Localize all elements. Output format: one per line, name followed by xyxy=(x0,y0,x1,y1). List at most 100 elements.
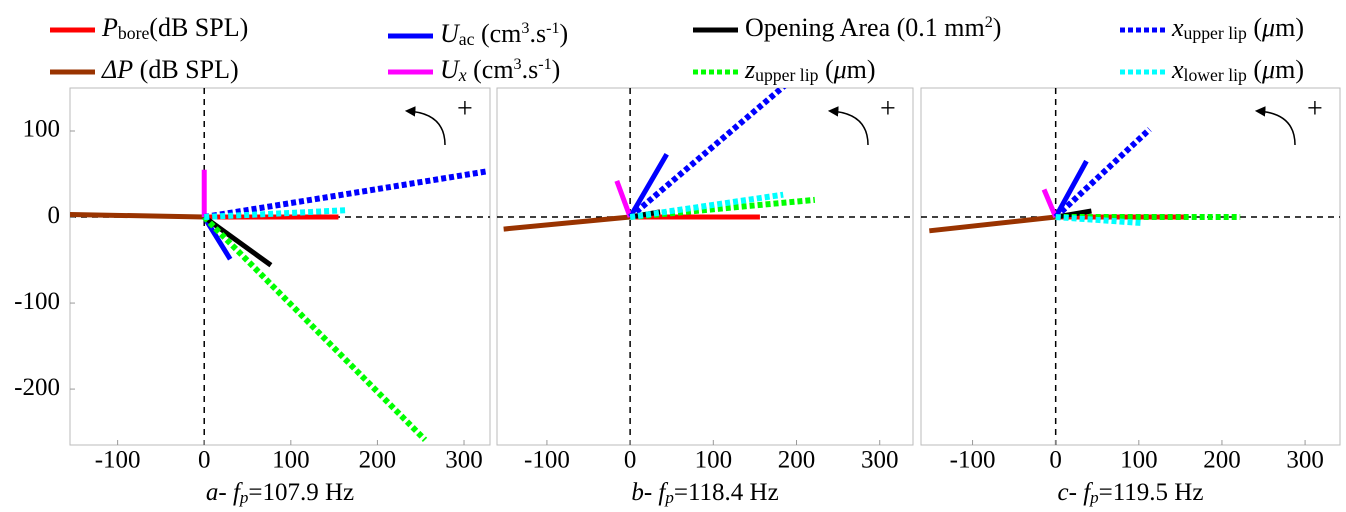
x-tick-label: 300 xyxy=(445,447,483,474)
text-segment: ( xyxy=(1247,13,1262,42)
text-segment: 3 xyxy=(521,20,529,37)
rotation-label: + xyxy=(880,93,896,124)
text-segment: μ xyxy=(1261,55,1275,84)
rotation-label: + xyxy=(457,93,473,124)
phasor-line xyxy=(1053,159,1089,219)
text-segment: upper lip xyxy=(755,65,818,85)
y-tick-label: 0 xyxy=(48,202,61,229)
phasor-line xyxy=(1053,127,1152,220)
text-segment: U xyxy=(440,55,461,84)
phasor-line xyxy=(203,168,488,220)
rich-text: xupper lip (μm) xyxy=(1171,13,1304,43)
phasor-line xyxy=(627,152,669,219)
text-segment: Opening Area (0.1 mm xyxy=(745,13,985,42)
rotation-label: + xyxy=(1307,93,1323,124)
text-segment: .s xyxy=(529,19,546,48)
phasor-line xyxy=(1055,208,1092,220)
text-segment: f xyxy=(1083,479,1093,506)
x-tick-label: -100 xyxy=(95,447,141,474)
rich-text: xlower lip (μm) xyxy=(1171,55,1304,85)
phasor-line xyxy=(202,215,273,268)
text-segment: lower lip xyxy=(1184,65,1247,85)
rich-text: Opening Area (0.1 mm2) xyxy=(745,13,1001,42)
rich-text: Pbore(dB SPL) xyxy=(101,13,248,43)
rich-text: c- fp=119.5 Hz xyxy=(1058,479,1204,507)
text-segment: m) xyxy=(1275,55,1304,84)
text-segment: m) xyxy=(1275,13,1304,42)
text-segment: (dB SPL) xyxy=(149,13,248,42)
text-segment: f xyxy=(233,479,243,506)
rich-text: ΔP (dB SPL) xyxy=(101,55,239,84)
text-segment: x xyxy=(1171,55,1184,84)
text-segment: ac xyxy=(459,29,475,49)
phasor-line xyxy=(614,180,633,218)
text-segment: P xyxy=(101,13,118,42)
rotation-arrow xyxy=(1254,106,1296,146)
rich-text: Uac (cm3.s-1) xyxy=(440,19,568,49)
text-segment: U xyxy=(440,19,461,48)
text-segment: m) xyxy=(847,55,876,84)
rich-text: b- fp=118.4 Hz xyxy=(631,479,778,507)
rotation-arrow xyxy=(827,106,869,146)
text-segment: ( xyxy=(818,55,833,84)
x-tick-label: 0 xyxy=(198,447,211,474)
x-tick-label: 200 xyxy=(1203,447,1241,474)
text-segment: 3 xyxy=(514,56,522,73)
phasor-line xyxy=(628,88,787,220)
text-segment: ) xyxy=(552,55,561,84)
phasor-line xyxy=(70,211,205,220)
text-segment: p xyxy=(1089,488,1099,507)
phasors xyxy=(503,88,816,232)
rich-text: zupper lip (μm) xyxy=(744,55,876,85)
phasor-line xyxy=(503,214,631,232)
plot-frame xyxy=(920,87,1341,446)
x-tick-label: -100 xyxy=(524,447,570,474)
phasor-line xyxy=(629,191,784,221)
y-tick-label: 100 xyxy=(23,116,61,143)
text-segment: μ xyxy=(1261,13,1275,42)
text-segment: a- xyxy=(206,479,227,506)
text-segment: =107.9 Hz xyxy=(248,479,354,506)
phasors xyxy=(929,127,1241,234)
x-tick-label: -100 xyxy=(950,447,996,474)
phasors xyxy=(70,168,488,442)
text-segment: bore xyxy=(118,23,150,43)
text-segment: f xyxy=(658,479,668,506)
phasor-line xyxy=(202,214,428,442)
x-tick-label: 100 xyxy=(1120,447,1158,474)
text-segment: x xyxy=(1171,13,1184,42)
x-tick-label: 200 xyxy=(359,447,397,474)
phasor-line xyxy=(1055,214,1143,227)
text-segment: upper lip xyxy=(1184,23,1247,43)
text-segment: (cm xyxy=(467,55,514,84)
text-segment: =118.4 Hz xyxy=(674,479,779,506)
text-segment: ΔP xyxy=(101,55,133,84)
phasor-line xyxy=(1041,188,1058,219)
text-segment: (dB SPL) xyxy=(133,55,238,84)
text-segment: x xyxy=(458,65,467,85)
text-segment: =119.5 Hz xyxy=(1099,479,1204,506)
x-tick-label: 300 xyxy=(1286,447,1324,474)
text-segment: 2 xyxy=(985,14,993,31)
x-tick-label: 200 xyxy=(778,447,816,474)
x-tick-label: 100 xyxy=(695,447,733,474)
text-segment: z xyxy=(744,55,755,84)
x-tick-label: 100 xyxy=(272,447,310,474)
x-tick-label: 0 xyxy=(1049,447,1062,474)
plot-frame xyxy=(69,87,491,446)
text-segment: c- xyxy=(1058,479,1077,506)
text-segment: ) xyxy=(993,13,1002,42)
plot-frame xyxy=(496,87,914,446)
x-tick-label: 300 xyxy=(861,447,899,474)
text-segment: μ xyxy=(833,55,847,84)
text-segment: -1 xyxy=(538,56,551,73)
text-segment: -1 xyxy=(546,20,559,37)
rich-text: Ux (cm3.s-1) xyxy=(440,55,560,85)
text-segment: ) xyxy=(560,19,569,48)
text-segment: p xyxy=(664,488,674,507)
y-tick-label: -200 xyxy=(14,374,60,401)
text-segment: .s xyxy=(522,55,539,84)
phasor-line xyxy=(929,214,1056,234)
text-segment: (cm xyxy=(474,19,521,48)
